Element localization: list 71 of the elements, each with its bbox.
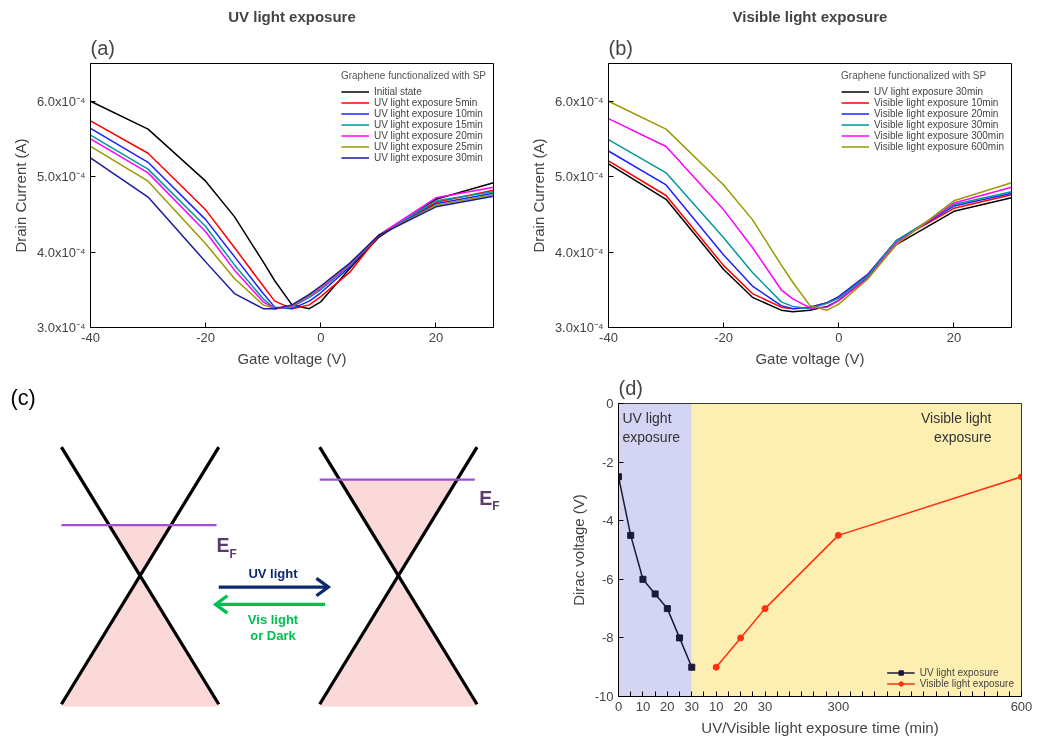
x-tick-label: 20 [660, 698, 675, 714]
y-tick-label: 4.0x10⁻⁴ [554, 244, 604, 260]
point [627, 531, 635, 539]
y-axis-title: Drain Current (A) [529, 138, 547, 253]
legend-label: UV light exposure 30min [373, 152, 483, 163]
legend-label: Visible light exposure 300min [874, 130, 1004, 141]
chart-title: UV light exposure [228, 7, 356, 25]
legend-label: UV light exposure 5min [373, 97, 478, 108]
point [663, 605, 671, 613]
y-tick-label: 6.0x10⁻⁴ [36, 93, 86, 109]
y-tick-label: 6.0x10⁻⁴ [554, 93, 604, 109]
x-tick-label: -20 [196, 329, 216, 345]
text: (b) [608, 36, 633, 59]
text: E$_{F}$ [216, 534, 237, 561]
band-label: UV light exposure [622, 409, 681, 445]
x-tick-label: 10 [708, 698, 724, 714]
legend-label: Visible light exposure 10min [874, 97, 999, 108]
legend-label: UV light exposure 20min [373, 130, 483, 141]
y-tick-label: -8 [601, 630, 614, 646]
legend-label: UV light exposure 15min [373, 119, 483, 130]
y-axis-title: Drain Current (A) [11, 138, 29, 253]
text: (a) [90, 36, 115, 59]
chart-title: Visible light exposure [732, 7, 888, 25]
x-tick-label: -20 [714, 329, 734, 345]
x-tick-label: 10 [635, 698, 651, 714]
x-tick-label: 20 [733, 698, 748, 714]
legend-label: Visible light exposure 30min [874, 119, 999, 130]
band-label: Visible light exposure [920, 409, 992, 445]
legend-label: Visible light exposure 20min [874, 108, 999, 119]
text: UV light [248, 566, 299, 582]
x-tick-label: 600 [1010, 698, 1033, 714]
point [834, 531, 842, 539]
legend-label: UV light exposure 30min [874, 86, 984, 97]
text: E$_{F}$ [479, 486, 500, 514]
y-axis-title: Dirac voltage (V) [569, 494, 587, 606]
x-tick-label: 0 [835, 329, 843, 345]
x-tick-label: 0 [317, 329, 325, 345]
point [651, 590, 659, 598]
y-tick-label: 4.0x10⁻⁴ [36, 244, 86, 260]
y-tick-label: -2 [601, 454, 614, 470]
legend-label: Visible light exposure 600min [874, 141, 1004, 152]
x-tick-label: 20 [428, 329, 444, 345]
point [688, 663, 696, 671]
legend-label: Initial state [373, 86, 422, 97]
x-tick-label: 30 [757, 698, 773, 714]
y-tick-label: 5.0x10⁻⁴ [36, 169, 86, 185]
y-tick-label: 0 [606, 396, 614, 411]
text: (d) [618, 376, 643, 399]
legend-title: Graphene functionalized with SP [340, 70, 486, 81]
point [737, 634, 745, 642]
x-tick-label: 20 [946, 329, 962, 345]
y-tick-label: -10 [594, 689, 614, 704]
x-axis-title: Gate voltage (V) [237, 349, 347, 367]
point [676, 634, 684, 642]
legend-label: UV light exposure 10min [373, 108, 483, 119]
x-axis-title: Gate voltage (V) [755, 349, 865, 367]
point [761, 605, 769, 613]
y-tick-label: -6 [601, 571, 614, 587]
text: (c) [10, 384, 36, 410]
legend-title: Graphene functionalized with SP [841, 70, 988, 81]
legend-label: UV light exposure [919, 667, 999, 678]
point [639, 575, 647, 583]
x-tick-label: 30 [684, 698, 700, 714]
point [712, 663, 720, 671]
legend-label: Visible light exposure [919, 678, 1014, 689]
y-tick-label: 5.0x10⁻⁴ [554, 169, 604, 185]
text: Vis light or Dark [247, 611, 299, 644]
y-tick-label: -4 [601, 513, 614, 529]
x-tick-label: 300 [827, 698, 850, 714]
legend-label: UV light exposure 25min [373, 141, 483, 152]
x-axis-title: UV/Visible light exposure time (min) [701, 718, 939, 736]
